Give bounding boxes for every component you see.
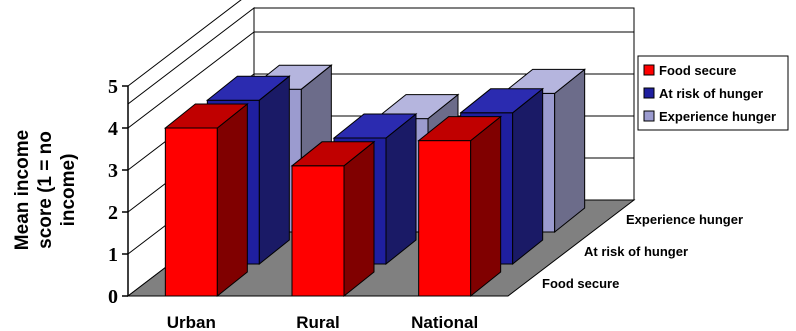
x-category-label: National xyxy=(411,313,478,331)
bar-side xyxy=(470,115,502,298)
y-axis-title-line: score (1 = no xyxy=(35,131,56,249)
depth-axis-label: At risk of hunger xyxy=(584,244,688,259)
y-axis-title-line: Mean income xyxy=(12,130,33,250)
bar-1-0 xyxy=(290,140,376,298)
legend-swatch xyxy=(643,64,655,76)
x-category-label: Rural xyxy=(296,313,339,331)
legend-label: Food secure xyxy=(659,63,736,78)
legend-label: Experience hunger xyxy=(659,109,776,124)
legend-label: At risk of hunger xyxy=(659,86,763,101)
bar-side xyxy=(554,68,586,234)
bar-top xyxy=(205,75,291,101)
gridline-4 xyxy=(127,31,634,129)
bar-2-0 xyxy=(417,115,503,298)
bar-top xyxy=(459,88,545,114)
bar-side xyxy=(385,112,417,266)
y-tick-label: 5 xyxy=(108,76,118,98)
gridline-5 xyxy=(127,0,242,87)
depth-axis-label: Experience hunger xyxy=(626,212,743,227)
bar-top xyxy=(290,141,376,167)
chart-legend: Food secure At risk of hunger Experience h… xyxy=(637,55,789,131)
x-category-label: Urban xyxy=(167,313,216,331)
y-tick-label: 4 xyxy=(108,118,118,140)
depth-axis-label: Food secure xyxy=(542,276,619,291)
y-tick-label: 0 xyxy=(108,286,118,308)
bar-front xyxy=(164,127,218,297)
y-tick-label: 1 xyxy=(108,244,118,266)
bar-top xyxy=(417,116,503,142)
bar-top xyxy=(163,103,249,129)
y-tick-label: 2 xyxy=(108,202,118,224)
chart-bars xyxy=(163,64,587,298)
bar-top xyxy=(332,113,418,139)
bar-front xyxy=(291,165,345,297)
legend-swatch xyxy=(643,110,655,122)
legend-box xyxy=(637,55,789,131)
y-tick-label: 3 xyxy=(108,160,118,182)
bar-side xyxy=(216,102,248,298)
chart-labels: 0 1 2 3 4 5 Urban Rural National Experience hunge… xyxy=(12,76,743,331)
chart-axes xyxy=(122,85,129,297)
bar-0-0 xyxy=(163,102,249,298)
legend-swatch xyxy=(643,87,655,99)
bar-side xyxy=(343,140,375,298)
bar-side xyxy=(512,87,544,266)
y-axis-title-line: income) xyxy=(58,154,79,227)
bar-side xyxy=(258,75,290,266)
y-axis-title: Mean income score (1 = no income) xyxy=(12,130,79,250)
bar-front xyxy=(418,140,472,297)
